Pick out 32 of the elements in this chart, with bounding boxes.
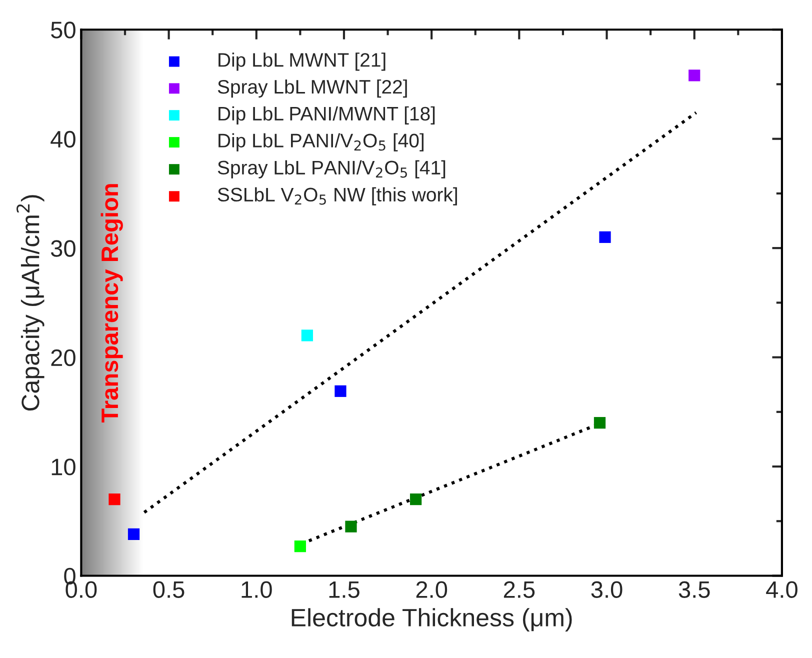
x-tick-label: 3.5 — [678, 581, 710, 598]
y-axis-title: Capacity (μAh/cm$^{2}$) — [16, 195, 44, 411]
point — [301, 330, 314, 342]
point — [128, 528, 140, 540]
point — [108, 493, 120, 506]
x-tick-label: 2.0 — [416, 581, 448, 598]
x-tick-label: 0.5 — [153, 581, 184, 598]
x-tick-label: 1.0 — [242, 581, 272, 598]
legend-label: Dip LbL PANI/V$_{2}$O$_{5}$ [40] — [218, 133, 424, 152]
legend-label: Spray LbL MWNT [22] — [218, 79, 407, 98]
point — [334, 385, 346, 397]
point — [345, 520, 357, 532]
x-tick-label: 3.0 — [591, 581, 622, 598]
legend-label: Dip LbL PANI/MWNT [18] — [218, 106, 435, 124]
y-tick-label: 20 — [51, 349, 76, 366]
x-tick-label: 4.0 — [766, 581, 798, 598]
legend-label: SSLbL V$_{2}$O$_{5}$ NW [this work] — [218, 187, 457, 206]
point — [410, 493, 422, 506]
point — [688, 70, 700, 82]
band-label: Transparency Region — [100, 184, 123, 422]
x-axis-title: Electrode Thickness (μm) — [292, 608, 572, 632]
y-tick-label: 50 — [51, 22, 76, 38]
legend-label: Spray LbL PANI/V$_{2}$O$_{5}$ [41] — [218, 160, 446, 178]
x-tick-label: 1.5 — [329, 581, 360, 598]
legend-label: Dip LbL MWNT [21] — [218, 52, 386, 71]
x-tick-label: 2.5 — [504, 581, 535, 598]
point — [599, 231, 611, 243]
point — [294, 540, 306, 552]
y-tick-label: 40 — [50, 130, 76, 148]
y-tick-label: 10 — [52, 458, 76, 476]
y-tick-label: 30 — [50, 240, 76, 257]
point — [594, 417, 606, 429]
